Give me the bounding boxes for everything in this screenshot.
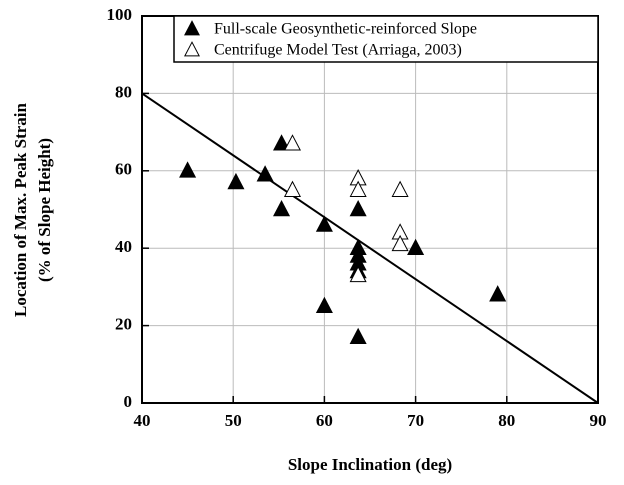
y-axis-label: (% of Slope Height) — [35, 138, 54, 282]
marker — [407, 238, 425, 255]
y-tick-label: 80 — [115, 82, 132, 101]
marker — [489, 285, 507, 302]
marker — [283, 180, 302, 197]
x-tick-label: 60 — [316, 411, 333, 430]
marker — [349, 327, 367, 345]
marker — [315, 296, 333, 314]
x-tick-label: 50 — [225, 411, 242, 430]
marker — [391, 180, 409, 197]
plot-frame — [141, 15, 599, 404]
marker — [227, 172, 245, 190]
y-tick-label: 60 — [115, 160, 132, 179]
marker — [315, 215, 333, 232]
x-axis-label: Slope Inclination (deg) — [288, 455, 452, 474]
marker — [273, 200, 291, 217]
y-tick-label: 0 — [124, 392, 133, 411]
marker — [349, 265, 367, 283]
y-tick-label: 40 — [115, 237, 132, 256]
x-tick-label: 70 — [407, 411, 424, 430]
y-axis-label: Location of Max. Peak Strain — [11, 103, 30, 317]
marker — [283, 134, 302, 151]
legend-label: Full-scale Geosynthetic-reinforced Slope — [214, 21, 477, 38]
y-tick-label: 100 — [107, 5, 133, 24]
marker — [349, 180, 367, 197]
marker — [391, 234, 409, 252]
legend-marker — [184, 20, 200, 36]
marker — [349, 200, 367, 217]
x-tick-label: 90 — [590, 411, 607, 430]
x-tick-label: 80 — [498, 411, 515, 430]
y-tick-label: 20 — [115, 315, 132, 334]
marker — [273, 134, 291, 151]
trend-line — [141, 92, 599, 404]
legend-box — [173, 15, 599, 63]
legend-label: Centrifuge Model Test (Arriaga, 2003) — [214, 42, 462, 59]
legend-marker — [184, 41, 200, 57]
x-tick-label: 40 — [134, 411, 151, 430]
marker — [179, 161, 197, 178]
marker — [256, 165, 274, 182]
